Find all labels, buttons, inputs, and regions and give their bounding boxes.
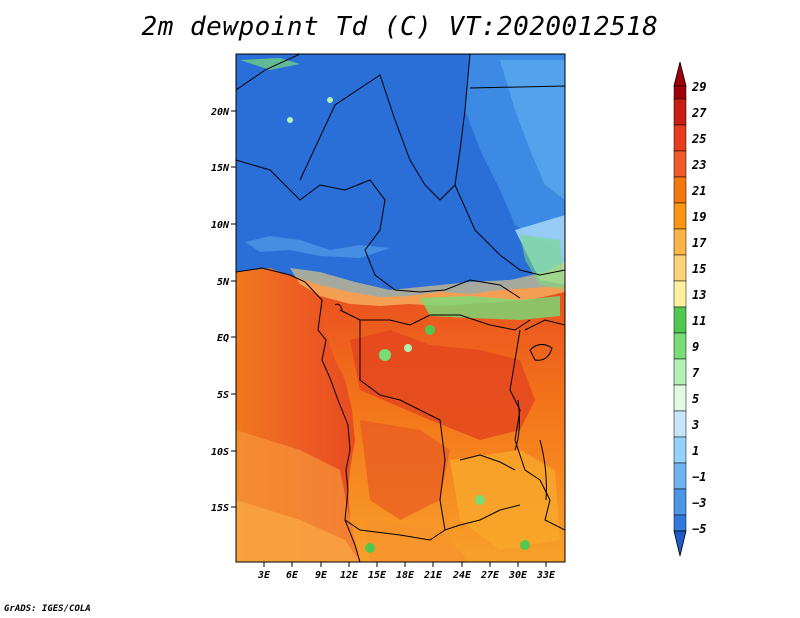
colorbar-swatch: [673, 488, 687, 516]
dewpoint-field: [236, 54, 565, 562]
colorbar-label: 7: [692, 366, 700, 380]
colorbar-swatch: [673, 462, 687, 490]
lon-label: 21E: [423, 570, 443, 581]
colorbar-label: 9: [692, 340, 699, 354]
lat-label: 20N: [210, 107, 230, 118]
lat-label: 10S: [211, 447, 229, 458]
colorbar-swatch: [673, 124, 687, 152]
colorbar-label: 21: [691, 184, 706, 198]
colorbar-swatch: [673, 410, 687, 438]
colorbar-swatch: [673, 202, 687, 230]
colorbar-swatch: [673, 436, 687, 464]
colorbar-label: 17: [692, 236, 707, 250]
colorbar-label: −5: [692, 522, 706, 536]
lat-label: EQ: [217, 333, 229, 344]
colorbar-label: 15: [692, 262, 706, 276]
colorbar-label: 3: [691, 418, 699, 432]
colorbar-label: 29: [691, 80, 706, 94]
colorbar-label: 11: [692, 314, 706, 328]
colorbar-swatch: [673, 85, 687, 100]
lon-label: 24E: [452, 570, 472, 581]
colorbar-swatch: [673, 176, 687, 204]
colorbar-swatch: [673, 280, 687, 308]
lon-label: 6E: [286, 570, 299, 581]
lon-label: 27E: [480, 570, 500, 581]
colorbar-label: 5: [692, 392, 699, 406]
lon-label: 15E: [368, 570, 387, 581]
colorbar-top-arrow: [673, 61, 687, 87]
colorbar: 29 27 25 23 21 19 17 15 13 11 9 7 5 3 1 …: [673, 61, 707, 557]
colorbar-swatch: [673, 384, 687, 412]
colorbar-label: 19: [692, 210, 706, 224]
colorbar-swatch: [673, 514, 687, 532]
lon-label: 9E: [315, 570, 328, 581]
colorbar-swatch: [673, 150, 687, 178]
map-frame: [235, 53, 566, 563]
colorbar-swatch: [673, 228, 687, 256]
colorbar-bottom-arrow: [673, 530, 687, 557]
lat-label: 10N: [211, 220, 230, 231]
lat-label: 15N: [211, 163, 230, 174]
colorbar-label: −3: [692, 496, 706, 510]
lat-label: 5N: [217, 277, 230, 288]
colorbar-swatch: [673, 98, 687, 126]
colorbar-label: 13: [692, 288, 706, 302]
colorbar-label: −1: [692, 470, 706, 484]
colorbar-label: 23: [691, 158, 706, 172]
colorbar-label: 25: [691, 132, 706, 146]
lon-label: 18E: [396, 570, 415, 581]
lon-label: 33E: [536, 570, 556, 581]
colorbar-swatch: [673, 358, 687, 386]
colorbar-label: 1: [692, 444, 699, 458]
lon-label: 12E: [340, 570, 359, 581]
lat-label: 15S: [211, 503, 229, 514]
colorbar-label: 27: [691, 106, 707, 120]
lon-label: 30E: [508, 570, 528, 581]
colorbar-swatch: [673, 306, 687, 334]
grads-credit: GrADS: IGES/COLA: [4, 604, 91, 614]
lat-label: 5S: [217, 390, 229, 401]
map-title: 2m dewpoint Td (C) VT:2020012518: [141, 12, 659, 42]
colorbar-swatch: [673, 332, 687, 360]
colorbar-swatch: [673, 254, 687, 282]
lon-label: 3E: [257, 570, 271, 581]
